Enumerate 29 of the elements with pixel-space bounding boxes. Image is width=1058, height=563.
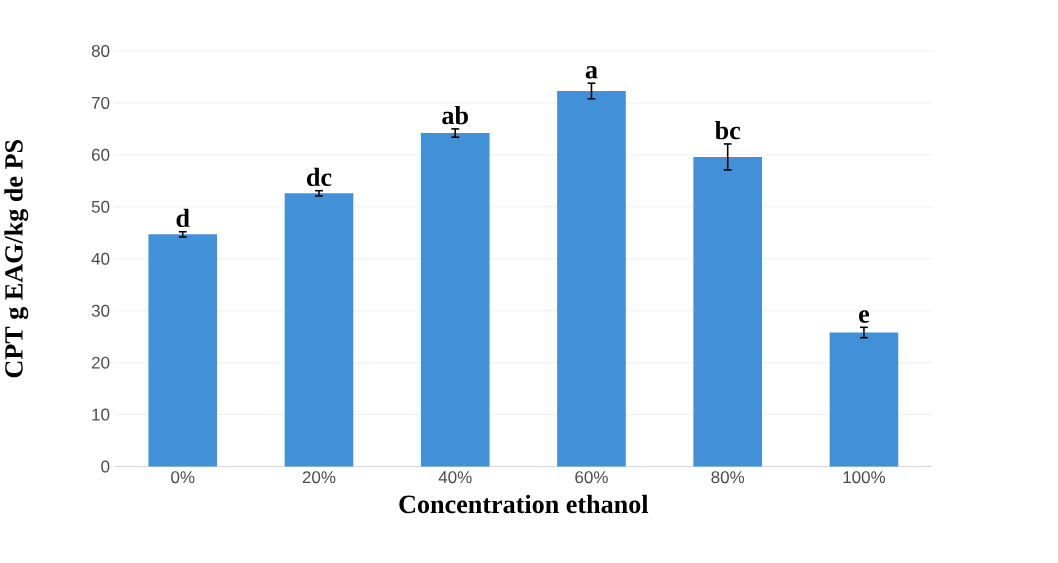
bar — [557, 91, 626, 467]
y-tick-label: 30 — [91, 304, 110, 317]
y-axis-title: CPT g EAG/kg de PS — [4, 140, 29, 378]
annotation: d — [176, 208, 190, 228]
annotation: dc — [306, 167, 332, 187]
y-tick-label: 50 — [91, 200, 110, 214]
annotation: bc — [714, 121, 741, 140]
bar — [148, 234, 218, 467]
y-tick-label: 70 — [91, 97, 110, 110]
bar — [420, 133, 490, 467]
y-tick-label: 0 — [101, 460, 110, 473]
y-tick-label: 20 — [91, 356, 110, 369]
x-tick-label: 0% — [171, 471, 195, 484]
bar — [284, 193, 354, 467]
annotation: e — [859, 310, 870, 323]
x-tick-label: 20% — [302, 471, 336, 484]
x-tick-label: 100% — [843, 471, 886, 484]
y-tick-label: 40 — [91, 252, 110, 265]
y-tick-label: 10 — [92, 408, 110, 421]
bar — [693, 157, 763, 467]
annotation: ab — [442, 106, 468, 125]
y-tick-label: 60 — [91, 149, 110, 162]
x-tick-label: 80% — [711, 471, 745, 484]
x-axis-title: Concentration ethanol — [399, 494, 649, 514]
x-tick-label: 60% — [575, 471, 608, 484]
y-tick-label: 80 — [91, 45, 110, 58]
annotation: a — [585, 66, 598, 79]
bar — [829, 332, 899, 467]
x-tick-label: 40% — [438, 471, 472, 484]
